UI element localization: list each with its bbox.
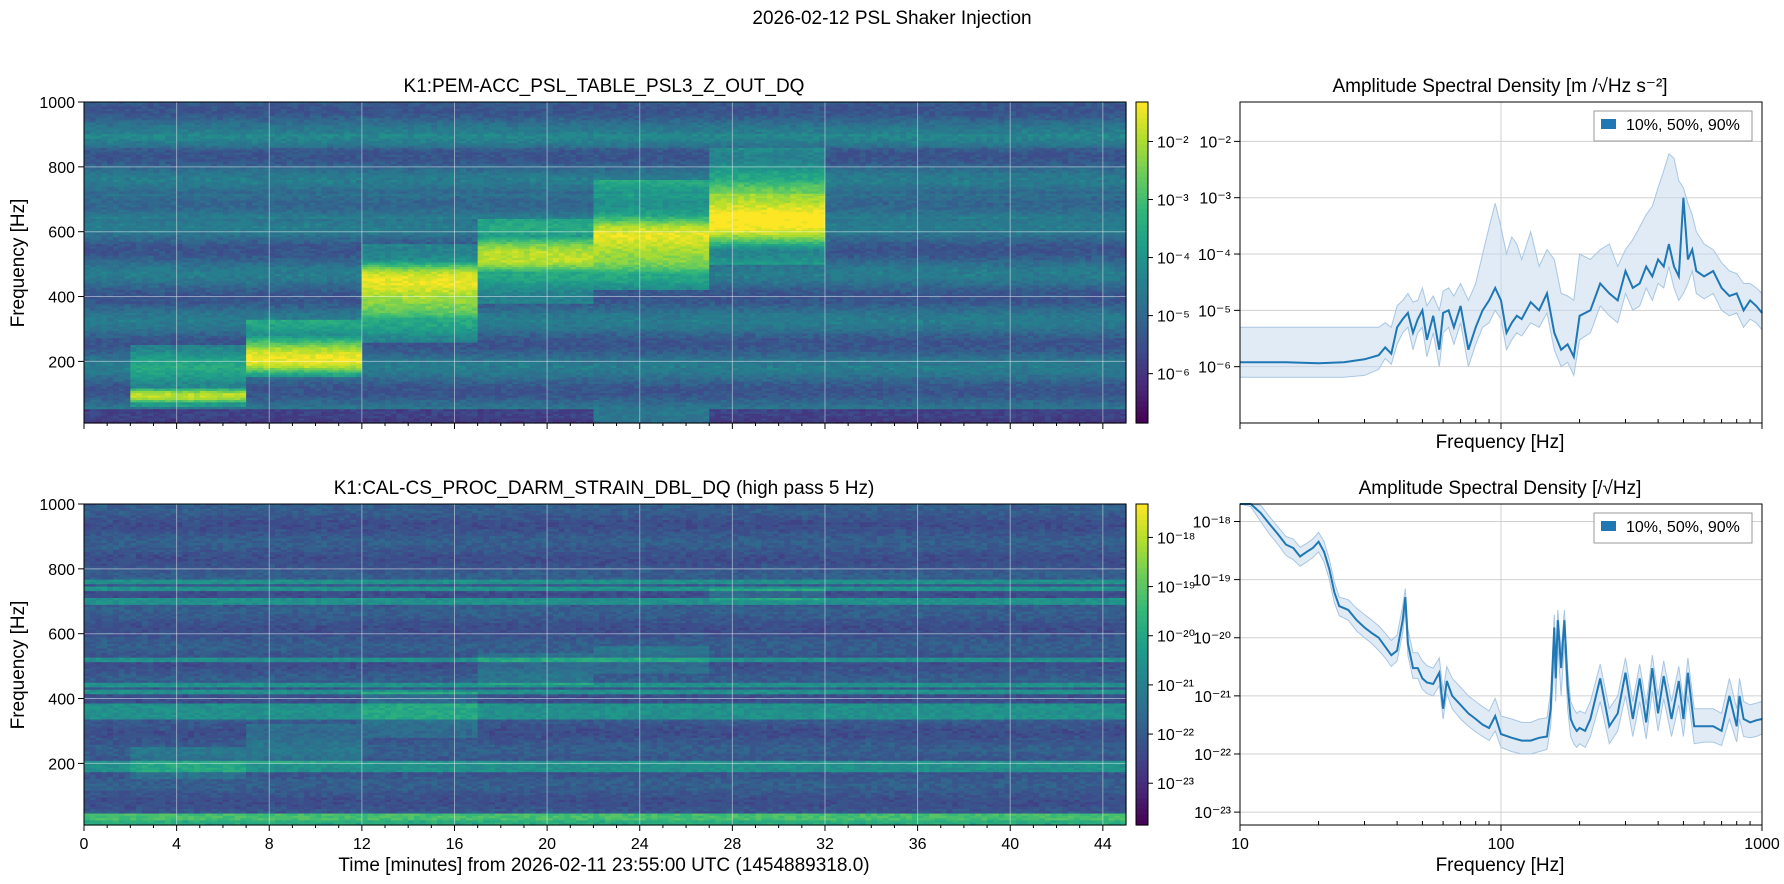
figure-suptitle: 2026-02-12 PSL Shaker Injection xyxy=(752,8,1031,29)
x-tick-label: 36 xyxy=(909,836,927,853)
x-tick-label: 1000 xyxy=(1744,836,1780,853)
asd-bottom-legend-label: 10%, 50%, 90% xyxy=(1626,519,1740,536)
colorbar-tick-label: 10⁻²⁰ xyxy=(1157,629,1195,646)
colorbar-tick-label: 10⁻²¹ xyxy=(1157,678,1194,695)
x-tick-label: 10 xyxy=(1231,836,1249,853)
spectrogram-bottom-ylabel: Frequency [Hz] xyxy=(8,601,29,730)
asd-bottom-legend-swatch xyxy=(1601,521,1616,531)
y-tick-label: 600 xyxy=(48,627,75,644)
colorbar-tick-label: 10⁻²² xyxy=(1157,727,1195,744)
y-tick-label: 200 xyxy=(48,756,75,773)
y-tick-label: 800 xyxy=(48,562,75,579)
y-tick-label: 1000 xyxy=(39,497,75,514)
spectrogram-bottom: K1:CAL-CS_PROC_DARM_STRAIN_DBL_DQ (high … xyxy=(8,478,1195,876)
x-tick-label: 16 xyxy=(446,836,464,853)
x-tick-label: 32 xyxy=(816,836,834,853)
asd-top-legend-swatch xyxy=(1601,119,1616,129)
x-tick-label: 40 xyxy=(1001,836,1019,853)
asd-bottom-legend: 10%, 50%, 90% xyxy=(1594,513,1752,543)
x-tick-label: 0 xyxy=(80,836,89,853)
spectrogram-top-ylabel: Frequency [Hz] xyxy=(8,199,29,328)
spectrogram-bottom-xlabel: Time [minutes] from 2026-02-11 23:55:00 … xyxy=(338,855,869,876)
y-tick-label: 800 xyxy=(48,160,75,177)
y-tick-label: 400 xyxy=(48,692,75,709)
y-tick-label: 10⁻²⁰ xyxy=(1193,631,1231,648)
colorbar-bottom: 10⁻¹⁸ 10⁻¹⁹ 10⁻²⁰ 10⁻²¹ 10⁻²² 10⁻²³ xyxy=(1136,504,1195,826)
asd-top-legend: 10%, 50%, 90% xyxy=(1594,111,1752,141)
y-tick-label: 10⁻²³ xyxy=(1194,805,1232,822)
spectrogram-bottom-image xyxy=(84,504,1127,826)
x-tick-label: 44 xyxy=(1094,836,1112,853)
spectrogram-top: K1:PEM-ACC_PSL_TABLE_PSL3_Z_OUT_DQ 200 40… xyxy=(8,76,1190,429)
x-tick-label: 28 xyxy=(723,836,741,853)
y-tick-label: 10⁻² xyxy=(1199,134,1231,151)
asd-top: Amplitude Spectral Density [m /√Hz s⁻²] … xyxy=(1198,76,1762,453)
y-tick-label: 10⁻⁵ xyxy=(1198,303,1231,320)
x-tick-label: 24 xyxy=(631,836,649,853)
spectrogram-bottom-title: K1:CAL-CS_PROC_DARM_STRAIN_DBL_DQ (high … xyxy=(334,478,875,499)
asd-top-xlabel: Frequency [Hz] xyxy=(1436,432,1565,453)
asd-bottom: Amplitude Spectral Density [/√Hz] 10⁻¹⁸1… xyxy=(1193,478,1780,876)
asd-top-legend-label: 10%, 50%, 90% xyxy=(1626,117,1740,134)
y-tick-label: 1000 xyxy=(39,95,75,112)
colorbar-tick-label: 10⁻¹⁸ xyxy=(1157,530,1195,547)
spectrogram-top-title: K1:PEM-ACC_PSL_TABLE_PSL3_Z_OUT_DQ xyxy=(404,76,805,97)
asd-bottom-title: Amplitude Spectral Density [/√Hz] xyxy=(1359,478,1642,499)
x-tick-label: 4 xyxy=(172,836,181,853)
y-tick-label: 10⁻⁴ xyxy=(1198,247,1231,264)
y-tick-label: 10⁻²¹ xyxy=(1194,689,1231,706)
spectrogram-top-image xyxy=(84,102,1127,424)
colorbar-tick-label: 10⁻¹⁹ xyxy=(1157,580,1195,597)
asd-top-plot: 10⁻² 10⁻³ 10⁻⁴ 10⁻⁵ 10⁻⁶ xyxy=(1198,102,1762,429)
y-tick-label: 10⁻²² xyxy=(1194,747,1232,764)
colorbar-tick-label: 10⁻³ xyxy=(1157,193,1189,210)
y-tick-label: 10⁻³ xyxy=(1199,191,1231,208)
colorbar-top: 10⁻² 10⁻³ 10⁻⁴ 10⁻⁵ 10⁻⁶ xyxy=(1136,102,1190,424)
x-tick-label: 8 xyxy=(265,836,274,853)
x-tick-label: 20 xyxy=(538,836,556,853)
y-tick-label: 400 xyxy=(48,290,75,307)
colorbar-tick-label: 10⁻⁴ xyxy=(1157,251,1190,268)
y-tick-label: 10⁻⁶ xyxy=(1198,360,1231,377)
y-tick-label: 10⁻¹⁸ xyxy=(1193,514,1231,531)
colorbar-tick-label: 10⁻²³ xyxy=(1157,776,1195,793)
y-tick-label: 600 xyxy=(48,225,75,242)
y-tick-label: 200 xyxy=(48,354,75,371)
asd-bottom-xlabel: Frequency [Hz] xyxy=(1436,855,1565,876)
asd-bottom-plot: 10⁻¹⁸ 10⁻¹⁹ 10⁻²⁰ 10⁻²¹ 10⁻²² 10⁻²³ 10 100 1000 xyxy=(1193,504,1780,853)
colorbar-tick-label: 10⁻⁵ xyxy=(1157,309,1190,326)
x-tick-label: 12 xyxy=(353,836,371,853)
colorbar-tick-label: 10⁻⁶ xyxy=(1157,367,1190,384)
y-tick-label: 10⁻¹⁹ xyxy=(1193,573,1231,590)
asd-top-title: Amplitude Spectral Density [m /√Hz s⁻²] xyxy=(1332,76,1667,97)
x-tick-label: 100 xyxy=(1488,836,1515,853)
colorbar-tick-label: 10⁻² xyxy=(1157,134,1189,151)
